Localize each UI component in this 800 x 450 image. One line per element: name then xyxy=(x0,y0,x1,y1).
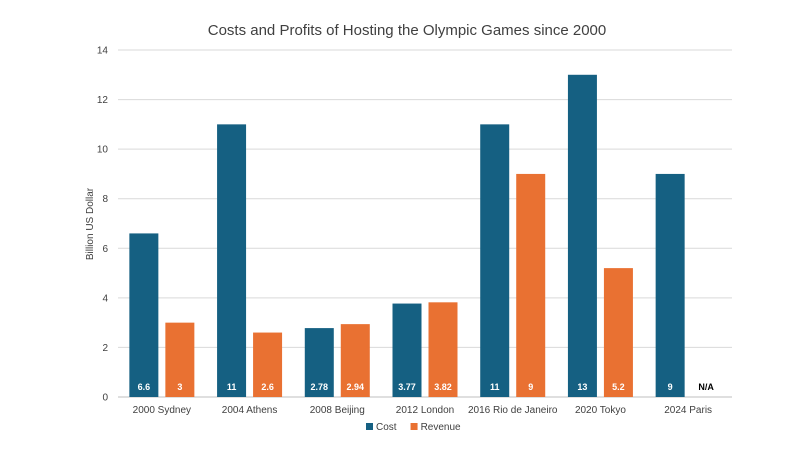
bar-revenue xyxy=(340,324,370,397)
data-label: 2.78 xyxy=(311,382,329,392)
legend-label: Revenue xyxy=(421,422,461,433)
bars xyxy=(129,74,685,398)
x-tick-label: 2020 Tokyo xyxy=(575,405,626,416)
chart-title: Costs and Profits of Hosting the Olympic… xyxy=(208,22,607,39)
y-tick-label: 0 xyxy=(102,393,108,404)
bar-cost xyxy=(392,303,422,397)
legend: Cost Revenue xyxy=(366,422,461,433)
gridlines xyxy=(118,49,732,398)
x-tick-label: 2024 Paris xyxy=(664,405,712,416)
bar-revenue xyxy=(428,302,458,397)
data-label: 2.94 xyxy=(347,382,365,392)
bar-revenue xyxy=(165,322,195,397)
data-label: 9 xyxy=(528,382,533,392)
y-tick-label: 8 xyxy=(102,194,108,205)
bar-revenue xyxy=(603,268,633,397)
y-axis-ticks: 0 2 4 6 8 10 12 14 xyxy=(97,46,109,404)
x-tick-label: 2016 Rio de Janeiro xyxy=(468,405,558,416)
data-label: 6.6 xyxy=(138,382,151,392)
data-labels: 6.6 3 11 2.6 2.78 2.94 3.77 3.82 11 9 13 5.2 9 N/A xyxy=(138,382,715,392)
legend-swatch-revenue xyxy=(410,423,418,430)
bar-cost xyxy=(480,124,510,397)
data-label: 2.6 xyxy=(261,382,274,392)
y-tick-label: 2 xyxy=(102,343,108,354)
data-label: 13 xyxy=(577,382,587,392)
bar-cost xyxy=(567,74,597,398)
x-tick-label: 2008 Beijing xyxy=(310,405,365,416)
y-tick-label: 10 xyxy=(97,145,109,156)
data-label: N/A xyxy=(698,382,714,392)
data-label: 3.77 xyxy=(398,382,416,392)
x-tick-label: 2004 Athens xyxy=(222,405,278,416)
data-label: 11 xyxy=(227,382,237,392)
legend-swatch-cost xyxy=(366,423,373,430)
bar-cost xyxy=(129,233,159,397)
x-tick-label: 2012 London xyxy=(396,405,454,416)
data-label: 3.82 xyxy=(434,382,452,392)
data-label: 11 xyxy=(490,382,500,392)
y-axis-label: Billion US Dollar xyxy=(85,187,96,260)
legend-label: Cost xyxy=(376,422,397,433)
data-label: 3 xyxy=(177,382,182,392)
category-labels: 2000 Sydney 2004 Athens 2008 Beijing 2012 L… xyxy=(133,405,712,416)
bar-cost xyxy=(217,124,247,397)
bar-cost xyxy=(304,328,334,397)
data-label: 9 xyxy=(668,382,673,392)
y-tick-label: 4 xyxy=(102,293,108,304)
y-tick-label: 6 xyxy=(102,244,108,255)
data-label: 5.2 xyxy=(612,382,625,392)
x-tick-label: 2000 Sydney xyxy=(133,405,191,416)
bar-revenue xyxy=(516,173,546,397)
y-tick-label: 14 xyxy=(97,46,109,57)
bar-cost xyxy=(655,173,685,397)
bar-revenue xyxy=(253,332,283,397)
y-tick-label: 12 xyxy=(97,95,109,106)
